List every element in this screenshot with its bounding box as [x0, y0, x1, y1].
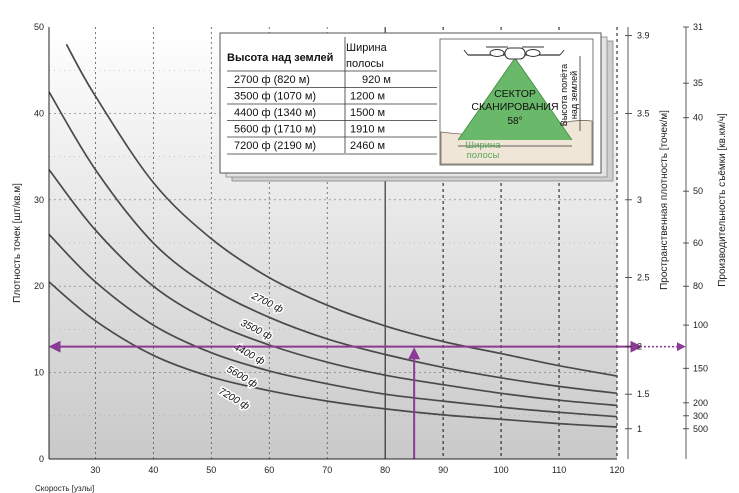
scan-diagram: СЕКТОР СКАНИРОВАНИЯ 58° Высота полёта на…: [439, 38, 594, 166]
y-tick-label: 50: [34, 22, 44, 32]
scan-sector-edge-right: [514, 57, 573, 141]
curve-line: [48, 169, 618, 407]
curve-line: [48, 281, 618, 428]
table-width-cell: 1910 м: [350, 124, 385, 136]
right-axis-2-tick-label: 300: [693, 411, 708, 421]
x-tick-label: 50: [206, 465, 216, 475]
table-altitude-cell: 2700 ф (820 м): [234, 74, 310, 86]
x-tick-label: 100: [494, 465, 509, 475]
scan-sector-edge-left: [457, 57, 516, 141]
x-tick-label: 60: [264, 465, 274, 475]
y-tick-label: 10: [34, 368, 44, 378]
swath-table: Высота над землей Ширина полосы 2700 ф (…: [227, 37, 437, 155]
scan-angle-label: 58°: [507, 116, 522, 127]
right-axis-2-tick-label: 60: [693, 238, 703, 248]
right-axis-2-tick-label: 40: [693, 113, 703, 123]
y-tick-label: 40: [34, 108, 44, 118]
swath-label-2: полосы: [467, 150, 500, 161]
right-axis-2-tick-label: 150: [693, 363, 708, 373]
y-tick-label: 0: [39, 454, 44, 464]
x-tick-label: 40: [148, 465, 158, 475]
table-altitude-cell: 5600 ф (1710 м): [234, 124, 316, 136]
scan-sector: [458, 58, 572, 140]
x-tick-label: 110: [552, 465, 566, 475]
right-axis-2-tick-label: 35: [693, 78, 703, 88]
x-tick-label: 70: [322, 465, 332, 475]
right-axis-2-label: Производительность съёмки [кв.км/ч]: [717, 113, 728, 287]
flight-height-label-2: над землей: [569, 71, 579, 119]
right-axes: 3.9 3.5 3 2.5 2 1.5 1 31 35 40 50 60 80 100 150 200 300 5…: [625, 22, 708, 459]
table-header-altitude: Высота над землей: [227, 52, 333, 64]
curve-line: [65, 43, 618, 377]
right-axis-1-tick-label: 2: [637, 342, 642, 352]
right-axis-1-tick-label: 3.5: [637, 108, 650, 118]
right-axis-1-tick-label: 3: [637, 195, 642, 205]
x-tick-label: 90: [438, 465, 448, 475]
x-axis-label: Скорость [узлы]: [35, 484, 94, 493]
y-tick-label: 30: [34, 195, 44, 205]
x-tick-label: 80: [380, 465, 390, 475]
table-rows: 2700 ф (820 м) 920 м 3500 ф (1070 м) 1200 м…: [227, 70, 437, 155]
curve-line: [48, 91, 618, 395]
table-altitude-cell: 7200 ф (2190 м): [234, 140, 316, 152]
inset-panel: Высота над землей Ширина полосы 2700 ф (…: [219, 32, 614, 182]
right-axis-1-tick-label: 3.9: [637, 31, 650, 41]
flight-height-label-1: Высота полёта: [559, 64, 569, 126]
right-axis-2-tick-label: 100: [693, 320, 708, 330]
table-altitude-cell: 4400 ф (1340 м): [234, 107, 316, 119]
aircraft-icon: [463, 46, 565, 60]
table-width-cell: 2460 м: [350, 140, 385, 152]
scan-sector-label-2: СКАНИРОВАНИЯ: [471, 101, 558, 113]
x-tick-label: 30: [90, 465, 100, 475]
right-axis-1-tick-label: 2.5: [637, 273, 650, 283]
table-width-cell: 1200 м: [350, 91, 385, 103]
right-axis-2-tick-label: 50: [693, 186, 703, 196]
density-curves: [48, 43, 618, 428]
y-tick-label: 20: [34, 281, 44, 291]
scan-sector-label-1: СЕКТОР: [494, 88, 536, 100]
swath-label-1: Ширина: [465, 140, 501, 151]
right-axis-2-tick-label: 200: [693, 398, 708, 408]
right-axis-2-tick-label: 500: [693, 424, 708, 434]
table-width-cell: 920 м: [362, 74, 391, 86]
right-axis-1-label: Пространственная плотность [точек/м]: [659, 110, 670, 290]
axes: 30 40 50 60 70 80 90 100 110 120 0 10 20 30 40 50: [34, 22, 625, 475]
right-axis-2-tick-label: 80: [693, 281, 703, 291]
x-tick-label: 120: [609, 465, 624, 475]
curve-line: [48, 233, 618, 418]
table-header-width-1: Ширина: [346, 42, 388, 54]
table-width-cell: 1500 м: [350, 107, 385, 119]
y-axis-label: Плотность точек [шт/кв.м]: [12, 183, 23, 303]
right-axis-2-tick-label: 31: [693, 22, 703, 32]
right-axis-1-tick-label: 1: [637, 424, 642, 434]
right-axis-1-tick-label: 1.5: [637, 389, 650, 399]
table-altitude-cell: 3500 ф (1070 м): [234, 91, 316, 103]
table-header-width-2: полосы: [346, 58, 384, 70]
